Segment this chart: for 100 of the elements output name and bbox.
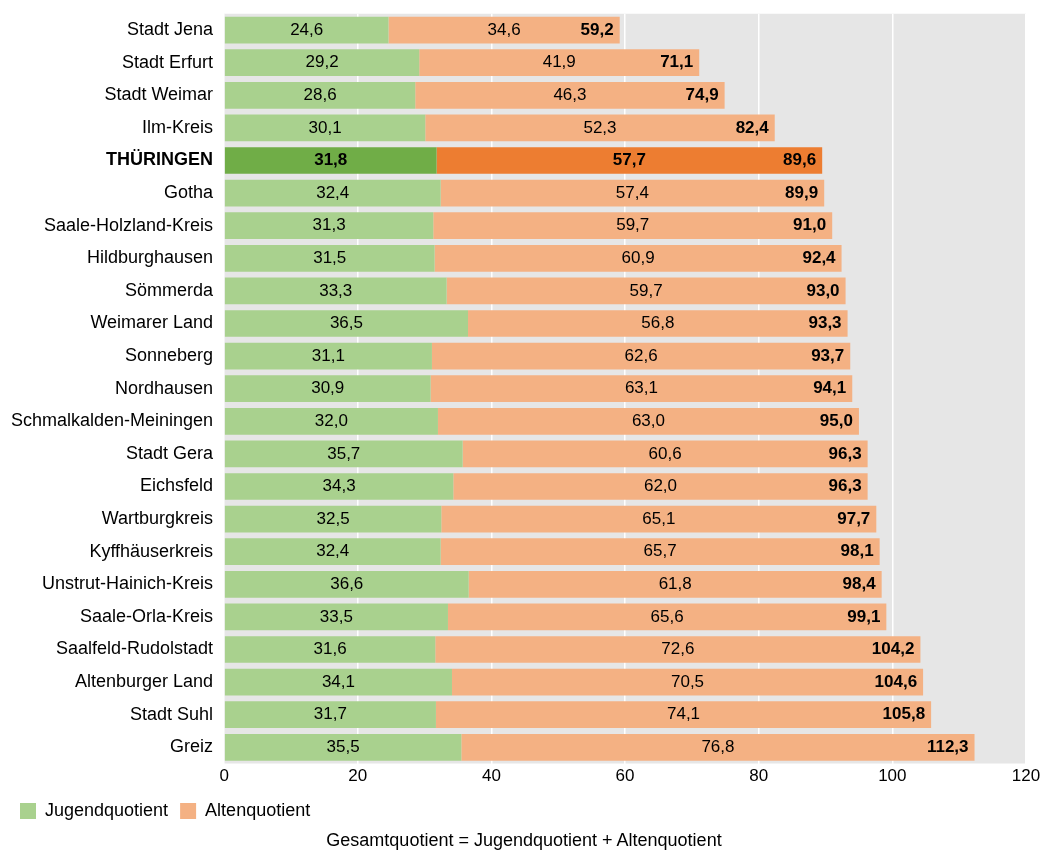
bar [435, 701, 932, 729]
bar [440, 538, 880, 566]
data-label: 62,6 [624, 345, 658, 365]
data-label: 24,6 [290, 19, 324, 39]
bar [447, 603, 887, 631]
bar [440, 179, 825, 207]
total-label: 94,1 [813, 378, 847, 398]
x-tick-label: 120 [1011, 766, 1041, 786]
bar [224, 342, 432, 370]
y-tick-label: Nordhausen [115, 377, 214, 398]
total-label: 104,6 [874, 671, 918, 691]
data-label: 63,0 [631, 410, 665, 430]
total-label: 105,8 [882, 704, 926, 724]
bar [224, 440, 463, 468]
bar [435, 636, 921, 663]
y-tick-label: Stadt Erfurt [122, 51, 214, 72]
y-tick-label: Hildburghausen [87, 247, 214, 268]
y-tick-label: Ilm-Kreis [142, 116, 214, 137]
data-label: 74,1 [666, 704, 701, 724]
total-label: 89,6 [783, 150, 817, 170]
bar [224, 16, 389, 44]
data-label: 28,6 [303, 84, 337, 104]
bar [224, 81, 416, 109]
bar [419, 49, 700, 77]
bar [453, 473, 868, 500]
data-label: 32,4 [316, 541, 350, 561]
y-tick-label: Saalfeld-Rudolstadt [56, 638, 214, 659]
bar [461, 733, 975, 761]
y-tick-label: Saale-Holzland-Kreis [44, 214, 214, 235]
bar [224, 244, 435, 272]
y-tick-label: Greiz [170, 736, 214, 757]
data-label: 76,8 [701, 736, 735, 756]
y-tick-label: Schmalkalden-Meiningen [10, 410, 214, 431]
bar [224, 147, 437, 174]
bar [446, 277, 846, 305]
bar [441, 505, 877, 533]
y-tick-label: Saale-Orla-Kreis [80, 605, 214, 626]
total-label: 93,0 [806, 280, 840, 300]
data-label: 31,1 [311, 345, 345, 365]
data-label: 30,9 [311, 378, 345, 398]
data-label: 70,5 [670, 671, 705, 691]
total-label: 89,9 [785, 182, 819, 202]
y-tick-label: Sonneberg [125, 345, 214, 366]
data-label: 59,7 [616, 215, 650, 235]
data-label: 31,7 [313, 704, 347, 724]
total-label: 98,4 [842, 573, 877, 593]
data-label: 65,6 [650, 606, 684, 626]
total-label: 96,3 [828, 443, 862, 463]
data-label: 34,1 [321, 671, 355, 691]
data-label: 30,1 [308, 117, 342, 137]
data-label: 59,7 [629, 280, 663, 300]
legend-label: Jugendquotient [45, 799, 169, 820]
data-label: 31,6 [313, 639, 347, 659]
total-label: 97,7 [837, 508, 871, 528]
bar [430, 375, 853, 403]
data-label: 46,3 [553, 84, 587, 104]
data-label: 34,3 [322, 476, 356, 496]
bar [437, 407, 859, 435]
x-tick-label: 80 [749, 766, 769, 786]
total-label: 98,1 [840, 541, 874, 561]
total-label: 91,0 [793, 215, 827, 235]
bar [451, 668, 924, 696]
bar [224, 375, 431, 403]
bar [224, 212, 434, 240]
bar [425, 114, 775, 142]
data-label: 32,5 [316, 508, 350, 528]
total-label: 104,2 [871, 639, 915, 659]
data-label: 72,6 [661, 639, 695, 659]
bar [224, 538, 441, 566]
data-label: 60,6 [648, 443, 682, 463]
total-label: 112,3 [926, 736, 969, 756]
x-tick-label: 40 [481, 766, 501, 786]
y-tick-label: Stadt Weimar [104, 84, 214, 105]
total-label: 92,4 [802, 247, 837, 267]
bar [462, 440, 868, 468]
bar [224, 570, 469, 598]
x-tick-label: 60 [615, 766, 635, 786]
data-label: 61,8 [658, 573, 692, 593]
data-label: 34,6 [487, 19, 521, 39]
total-label: 96,3 [828, 476, 862, 496]
y-tick-label: Stadt Jena [127, 19, 215, 40]
data-label: 35,7 [327, 443, 361, 463]
data-label: 62,0 [643, 476, 678, 496]
data-label: 57,7 [612, 150, 646, 170]
data-label: 32,0 [314, 410, 348, 430]
data-label: 57,4 [615, 182, 649, 202]
data-label: 32,4 [316, 182, 350, 202]
bar [434, 244, 842, 272]
total-label: 99,1 [847, 606, 881, 626]
bar [224, 733, 462, 761]
data-label: 56,8 [641, 313, 675, 333]
total-label: 93,7 [811, 345, 845, 365]
total-label: 59,2 [580, 19, 614, 39]
bar [431, 342, 851, 370]
x-tick-label: 20 [348, 766, 368, 786]
x-tick-label: 100 [878, 766, 907, 786]
bar [224, 277, 447, 305]
data-label: 31,3 [312, 215, 346, 235]
y-tick-label: Sömmerda [125, 279, 215, 300]
bar [224, 407, 438, 435]
